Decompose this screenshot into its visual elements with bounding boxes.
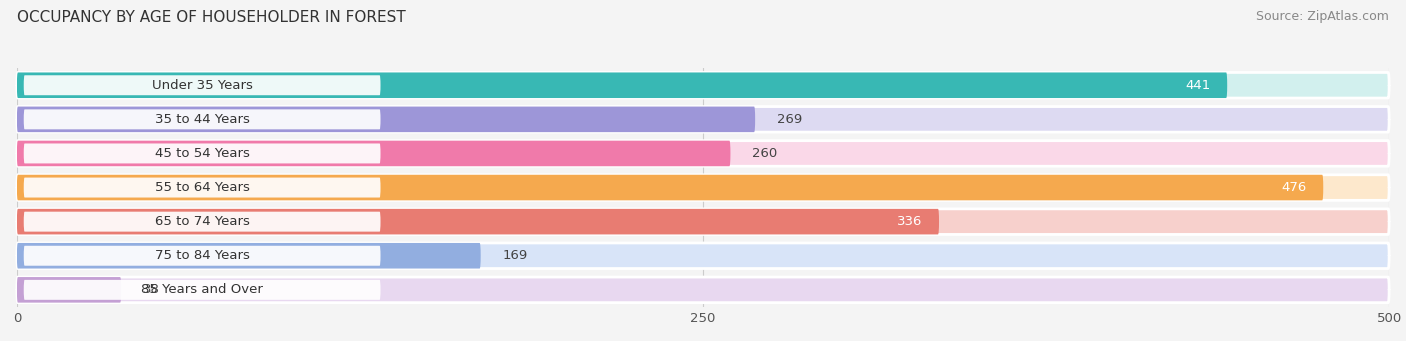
Text: Source: ZipAtlas.com: Source: ZipAtlas.com (1256, 10, 1389, 23)
FancyBboxPatch shape (17, 243, 481, 269)
Text: Under 35 Years: Under 35 Years (152, 79, 253, 92)
Text: 65 to 74 Years: 65 to 74 Years (155, 215, 249, 228)
FancyBboxPatch shape (24, 75, 381, 95)
Text: 55 to 64 Years: 55 to 64 Years (155, 181, 249, 194)
Text: 441: 441 (1185, 79, 1211, 92)
Text: 269: 269 (778, 113, 803, 126)
FancyBboxPatch shape (17, 175, 1389, 201)
Text: 85 Years and Over: 85 Years and Over (141, 283, 263, 296)
FancyBboxPatch shape (17, 72, 1389, 98)
FancyBboxPatch shape (17, 141, 731, 166)
FancyBboxPatch shape (17, 277, 121, 303)
FancyBboxPatch shape (17, 277, 1389, 303)
FancyBboxPatch shape (17, 209, 939, 235)
FancyBboxPatch shape (17, 72, 1227, 98)
Text: OCCUPANCY BY AGE OF HOUSEHOLDER IN FOREST: OCCUPANCY BY AGE OF HOUSEHOLDER IN FORES… (17, 10, 405, 25)
FancyBboxPatch shape (17, 141, 1389, 166)
Text: 476: 476 (1281, 181, 1306, 194)
FancyBboxPatch shape (17, 243, 1389, 269)
Text: 336: 336 (897, 215, 922, 228)
FancyBboxPatch shape (17, 106, 755, 132)
Text: 75 to 84 Years: 75 to 84 Years (155, 249, 249, 262)
FancyBboxPatch shape (24, 178, 381, 197)
Text: 169: 169 (503, 249, 527, 262)
FancyBboxPatch shape (17, 175, 1323, 201)
Text: 45 to 54 Years: 45 to 54 Years (155, 147, 249, 160)
Text: 38: 38 (143, 283, 160, 296)
FancyBboxPatch shape (24, 212, 381, 232)
FancyBboxPatch shape (24, 144, 381, 163)
FancyBboxPatch shape (24, 109, 381, 129)
Text: 260: 260 (752, 147, 778, 160)
FancyBboxPatch shape (24, 246, 381, 266)
FancyBboxPatch shape (17, 209, 1389, 235)
Text: 35 to 44 Years: 35 to 44 Years (155, 113, 249, 126)
FancyBboxPatch shape (17, 106, 1389, 132)
FancyBboxPatch shape (24, 280, 381, 300)
